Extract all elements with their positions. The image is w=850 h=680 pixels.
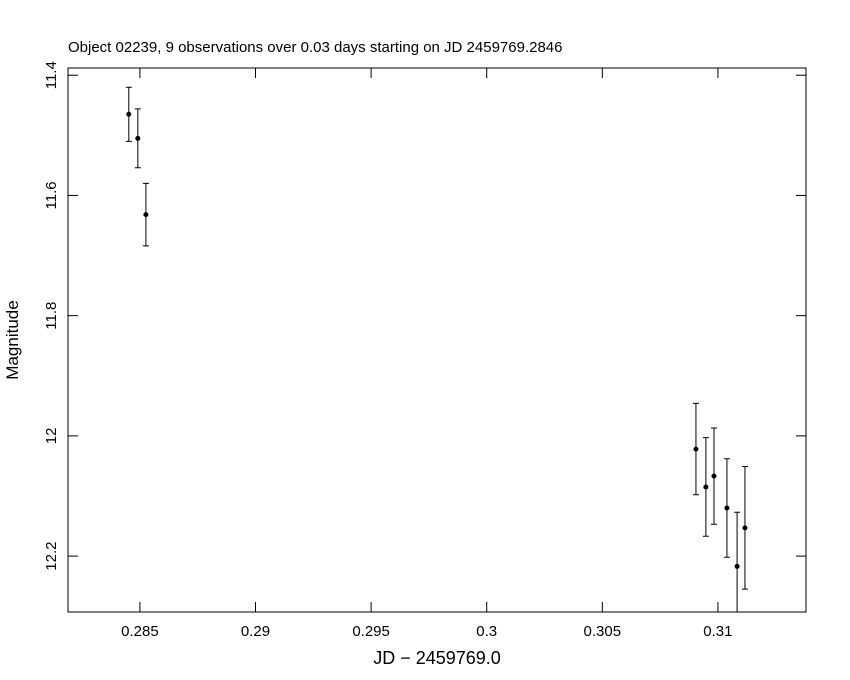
plot-area (125, 86, 748, 612)
y-tick-label: 12.2 (43, 541, 60, 570)
data-point (742, 525, 748, 531)
data-point (711, 473, 717, 479)
data-point (126, 111, 132, 117)
y-tick-label: 11.6 (43, 181, 60, 209)
x-axis-label: JD − 2459769.0 (373, 648, 501, 668)
data-point (734, 563, 740, 569)
y-tick-label: 12 (43, 428, 60, 445)
data-point (693, 446, 699, 452)
chart-title: Object 02239, 9 observations over 0.03 d… (68, 39, 563, 56)
x-tick-label: 0.3 (476, 623, 497, 640)
y-axis-label: Magnitude (3, 300, 22, 379)
x-tick-label: 0.31 (703, 623, 732, 640)
x-tick-label: 0.305 (584, 623, 622, 640)
x-tick-label: 0.29 (241, 623, 270, 640)
data-point (703, 484, 709, 490)
y-tick-label: 11.4 (43, 61, 60, 89)
y-tick-label: 11.8 (43, 302, 60, 330)
x-tick-label: 0.285 (121, 623, 159, 640)
x-tick-label: 0.295 (352, 623, 390, 640)
plot-frame (67, 67, 807, 613)
data-point (135, 135, 141, 141)
data-point (724, 505, 730, 511)
data-point (143, 212, 149, 218)
